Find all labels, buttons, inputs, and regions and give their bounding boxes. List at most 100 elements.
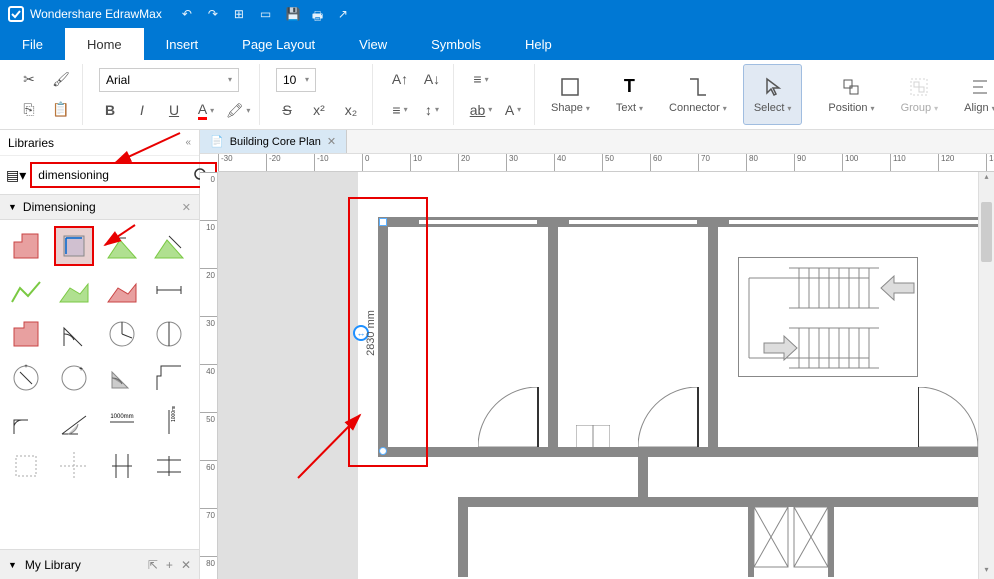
svg-text:+: + [24,364,28,370]
my-library-label: My Library [25,558,81,572]
save-icon[interactable]: 💾 [286,7,300,21]
shape-thumbnail[interactable] [149,226,189,266]
shape-thumbnail[interactable]: 1000mm [102,402,142,442]
menu-insert[interactable]: Insert [144,28,221,60]
shape-thumbnail[interactable] [54,270,94,310]
shape-thumbnail[interactable] [102,226,142,266]
redo-icon[interactable]: ↷ [208,7,222,21]
scroll-down-icon[interactable]: ▾ [979,565,994,579]
underline-button[interactable]: U [163,99,185,121]
scrollbar-thumb[interactable] [981,202,992,262]
align-group: ≡ ab A [460,64,535,125]
tab-close-icon[interactable]: ✕ [327,135,336,148]
shape-thumbnail[interactable] [6,446,46,486]
position-tool[interactable]: Position [818,64,884,125]
menu-page-layout[interactable]: Page Layout [220,28,337,60]
ruler-tick: 10 [410,154,422,171]
open-icon[interactable]: ▭ [260,7,274,21]
super-button[interactable]: x² [308,99,330,121]
my-library-section[interactable]: ▼ My Library ⇱ + ✕ [0,549,199,579]
shrink-font-icon[interactable]: A↓ [421,68,443,90]
select-tool[interactable]: Select [743,64,803,125]
canvas-area: 📄 Building Core Plan ✕ -30-20-1001020304… [200,130,994,579]
shape-thumbnail[interactable] [102,270,142,310]
group-tool[interactable]: Group [891,64,949,125]
italic-button[interactable]: I [131,99,153,121]
format-painter-icon[interactable]: 🖌 [50,68,72,90]
add-lib-icon[interactable]: + [166,558,173,572]
search-input[interactable] [38,168,193,182]
collapse-panel-icon[interactable]: « [185,137,191,148]
shape-thumbnail[interactable] [6,314,46,354]
shape-thumbnail[interactable] [54,226,94,266]
section-close-icon[interactable]: ✕ [182,201,191,214]
import-lib-icon[interactable]: ⇱ [148,558,158,572]
menu-help[interactable]: Help [503,28,574,60]
connector-tool[interactable]: Connector [659,64,737,125]
canvas[interactable]: ↔ 2830 mm ▴ ▾ [218,172,994,579]
shape-thumbnail[interactable] [102,446,142,486]
font-size-select[interactable]: 10 ▾ [276,68,316,92]
shape-thumbnail[interactable]: + [54,358,94,398]
menu-home[interactable]: Home [65,28,144,60]
shape-thumbnail[interactable] [102,358,142,398]
shape-tool[interactable]: Shape [541,64,600,125]
close-mylib-icon[interactable]: ✕ [181,558,191,572]
export-icon[interactable]: ↗ [338,7,352,21]
grow-font-icon[interactable]: A↑ [389,68,411,90]
font-family-select[interactable]: Arial ▾ [99,68,239,92]
shape-thumbnail[interactable] [149,270,189,310]
highlight-button[interactable]: 🖍 [227,99,249,121]
sub-button[interactable]: x₂ [340,99,362,121]
elevator-shaft [754,507,828,577]
shape-thumbnail[interactable] [6,226,46,266]
scroll-up-icon[interactable]: ▴ [979,172,994,186]
new-icon[interactable]: ⊞ [234,7,248,21]
shape-thumbnail[interactable] [54,402,94,442]
shape-thumbnail[interactable] [6,402,46,442]
shape-thumbnail[interactable]: 1000mm [149,402,189,442]
expand-icon: ▼ [8,202,17,212]
selection-handle[interactable] [379,447,387,455]
ruler-tick: -20 [266,154,281,171]
cut-icon[interactable]: ✂ [18,68,40,90]
floorplan-drawing [358,172,994,579]
shape-thumbnail[interactable] [149,446,189,486]
shape-thumbnail[interactable]: + [6,358,46,398]
title-bar: Wondershare EdrawMax ↶ ↷ ⊞ ▭ 💾 🖶 ↗ [0,0,994,28]
text-align-button[interactable]: ≡ [470,68,492,90]
menu-file[interactable]: File [0,28,65,60]
text-rotation-button[interactable]: ab [470,99,492,121]
undo-icon[interactable]: ↶ [182,7,196,21]
bullets-button[interactable]: ≡ [389,99,411,121]
menu-view[interactable]: View [337,28,409,60]
copy-icon[interactable]: ⎘ [18,99,40,121]
shape-thumbnail[interactable] [149,358,189,398]
print-icon[interactable]: 🖶 [312,7,326,21]
shape-thumbnail[interactable] [149,314,189,354]
library-menu-icon[interactable]: ▤▾ [6,167,26,184]
strike-button[interactable]: S [276,99,298,121]
bold-button[interactable]: B [99,99,121,121]
spacing-button[interactable]: ↕ [421,99,443,121]
position-icon [840,76,862,98]
shape-thumbnail[interactable] [54,314,94,354]
paste-icon[interactable]: 📋 [50,99,72,121]
font-color-button[interactable]: A [195,99,217,121]
clear-format-button[interactable]: A [502,99,524,121]
expand-mylib-icon: ▼ [8,560,17,570]
window [418,219,538,225]
align-tool[interactable]: Align [954,64,994,125]
document-tab[interactable]: 📄 Building Core Plan ✕ [200,130,347,153]
vertical-scrollbar[interactable]: ▴ ▾ [978,172,994,579]
shape-thumbnail[interactable] [102,314,142,354]
section-header[interactable]: ▼ Dimensioning ✕ [0,194,199,220]
selection-handle[interactable] [379,218,387,226]
library-search-box[interactable] [30,162,217,188]
section-title: Dimensioning [23,200,96,214]
shape-thumbnail[interactable] [54,446,94,486]
ruler-tick: -10 [314,154,329,171]
text-tool[interactable]: T Text [606,64,653,125]
shape-thumbnail[interactable] [6,270,46,310]
menu-symbols[interactable]: Symbols [409,28,503,60]
